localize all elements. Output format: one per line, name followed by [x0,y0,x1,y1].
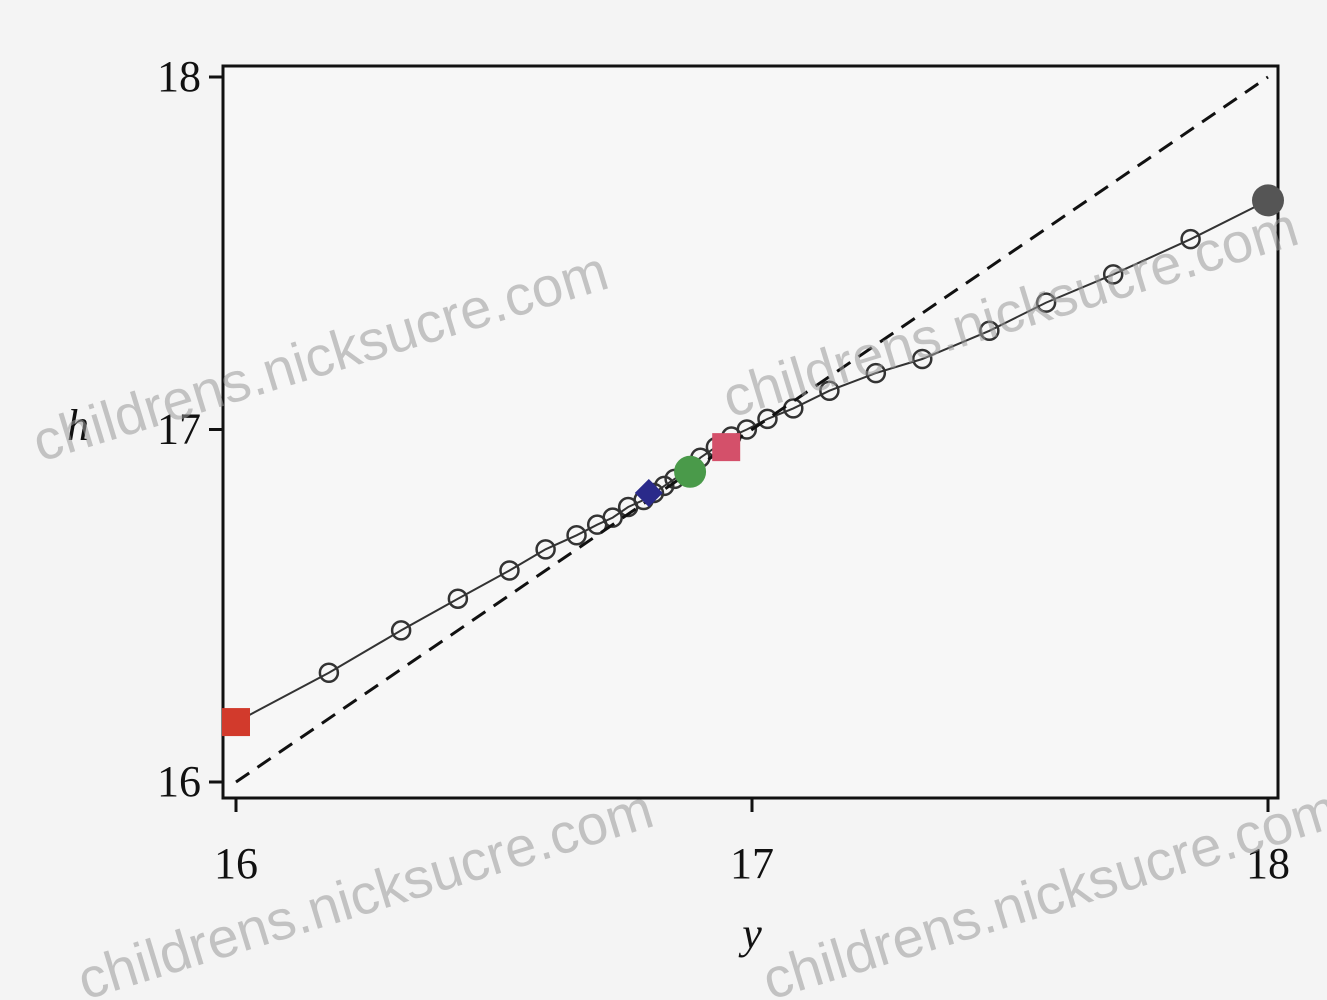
data-point [736,419,758,440]
data-point [979,320,1000,342]
x-tick-label: 18 [1246,839,1290,888]
data-point [318,662,340,683]
data-point [1035,292,1057,313]
plot-area [221,64,1280,800]
highlight-circle-marker [674,455,707,488]
plot-frame [221,64,1280,800]
axes: 16 17 18 16 17 18 [157,52,1290,888]
data-point [819,380,840,401]
data-point [1102,264,1124,285]
data-point [499,560,520,581]
highlight-square-marker [712,433,741,462]
data-point [1180,228,1201,250]
reference-dashed-line [235,75,1269,784]
highlight-markers [222,184,1284,737]
y-axis-title: h [67,401,89,450]
x-tick-label: 16 [214,839,258,888]
y-tick-label: 18 [157,52,201,101]
data-point [390,620,412,641]
y-tick-label: 16 [157,757,201,806]
data-point [757,408,778,430]
highlight-diamond-marker [634,478,663,507]
data-point [912,348,933,370]
highlight-square-marker [222,708,250,737]
data-point [447,588,469,609]
data-point [566,525,587,546]
data-point [535,539,556,560]
x-axis-title: y [738,909,762,958]
data-point [602,507,623,528]
x-tick-label: 17 [730,839,774,888]
highlight-circle-marker [1252,184,1284,217]
data-point [865,362,887,384]
y-tick-label: 17 [157,405,201,454]
